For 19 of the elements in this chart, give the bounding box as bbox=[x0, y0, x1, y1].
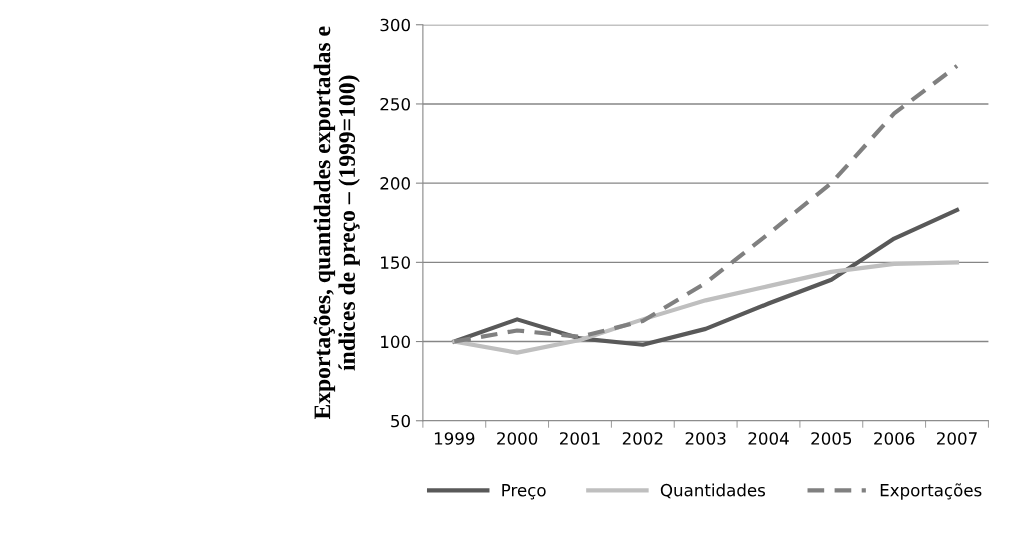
legend-label: Preço bbox=[502, 484, 546, 500]
y-tick-label: 300 bbox=[380, 18, 410, 32]
x-tick-label: 2003 bbox=[685, 432, 726, 445]
x-tick-label: 2004 bbox=[748, 432, 789, 445]
y-tick-label: 200 bbox=[380, 177, 410, 190]
y-tick-label: 250 bbox=[380, 97, 410, 111]
y-axis-title: Exportações, quantidades exportadas e índices de preço – (1999=100) bbox=[313, 26, 360, 420]
legend-label: Exportações bbox=[880, 483, 982, 500]
y-tick-label: 50 bbox=[391, 414, 410, 428]
x-tick-label: 2007 bbox=[937, 432, 977, 445]
y-tick-label: 150 bbox=[381, 256, 410, 269]
x-tick-label: 2006 bbox=[874, 432, 915, 445]
x-tick-label: 2005 bbox=[811, 432, 852, 445]
x-tick-label: 2000 bbox=[497, 432, 538, 445]
y-tick-label: 100 bbox=[381, 335, 410, 349]
legend-label: Quantidades bbox=[660, 483, 766, 499]
x-tick-label: 2002 bbox=[622, 432, 663, 445]
x-tick-label: 2001 bbox=[559, 432, 600, 445]
x-tick-label: 1999 bbox=[434, 432, 475, 445]
